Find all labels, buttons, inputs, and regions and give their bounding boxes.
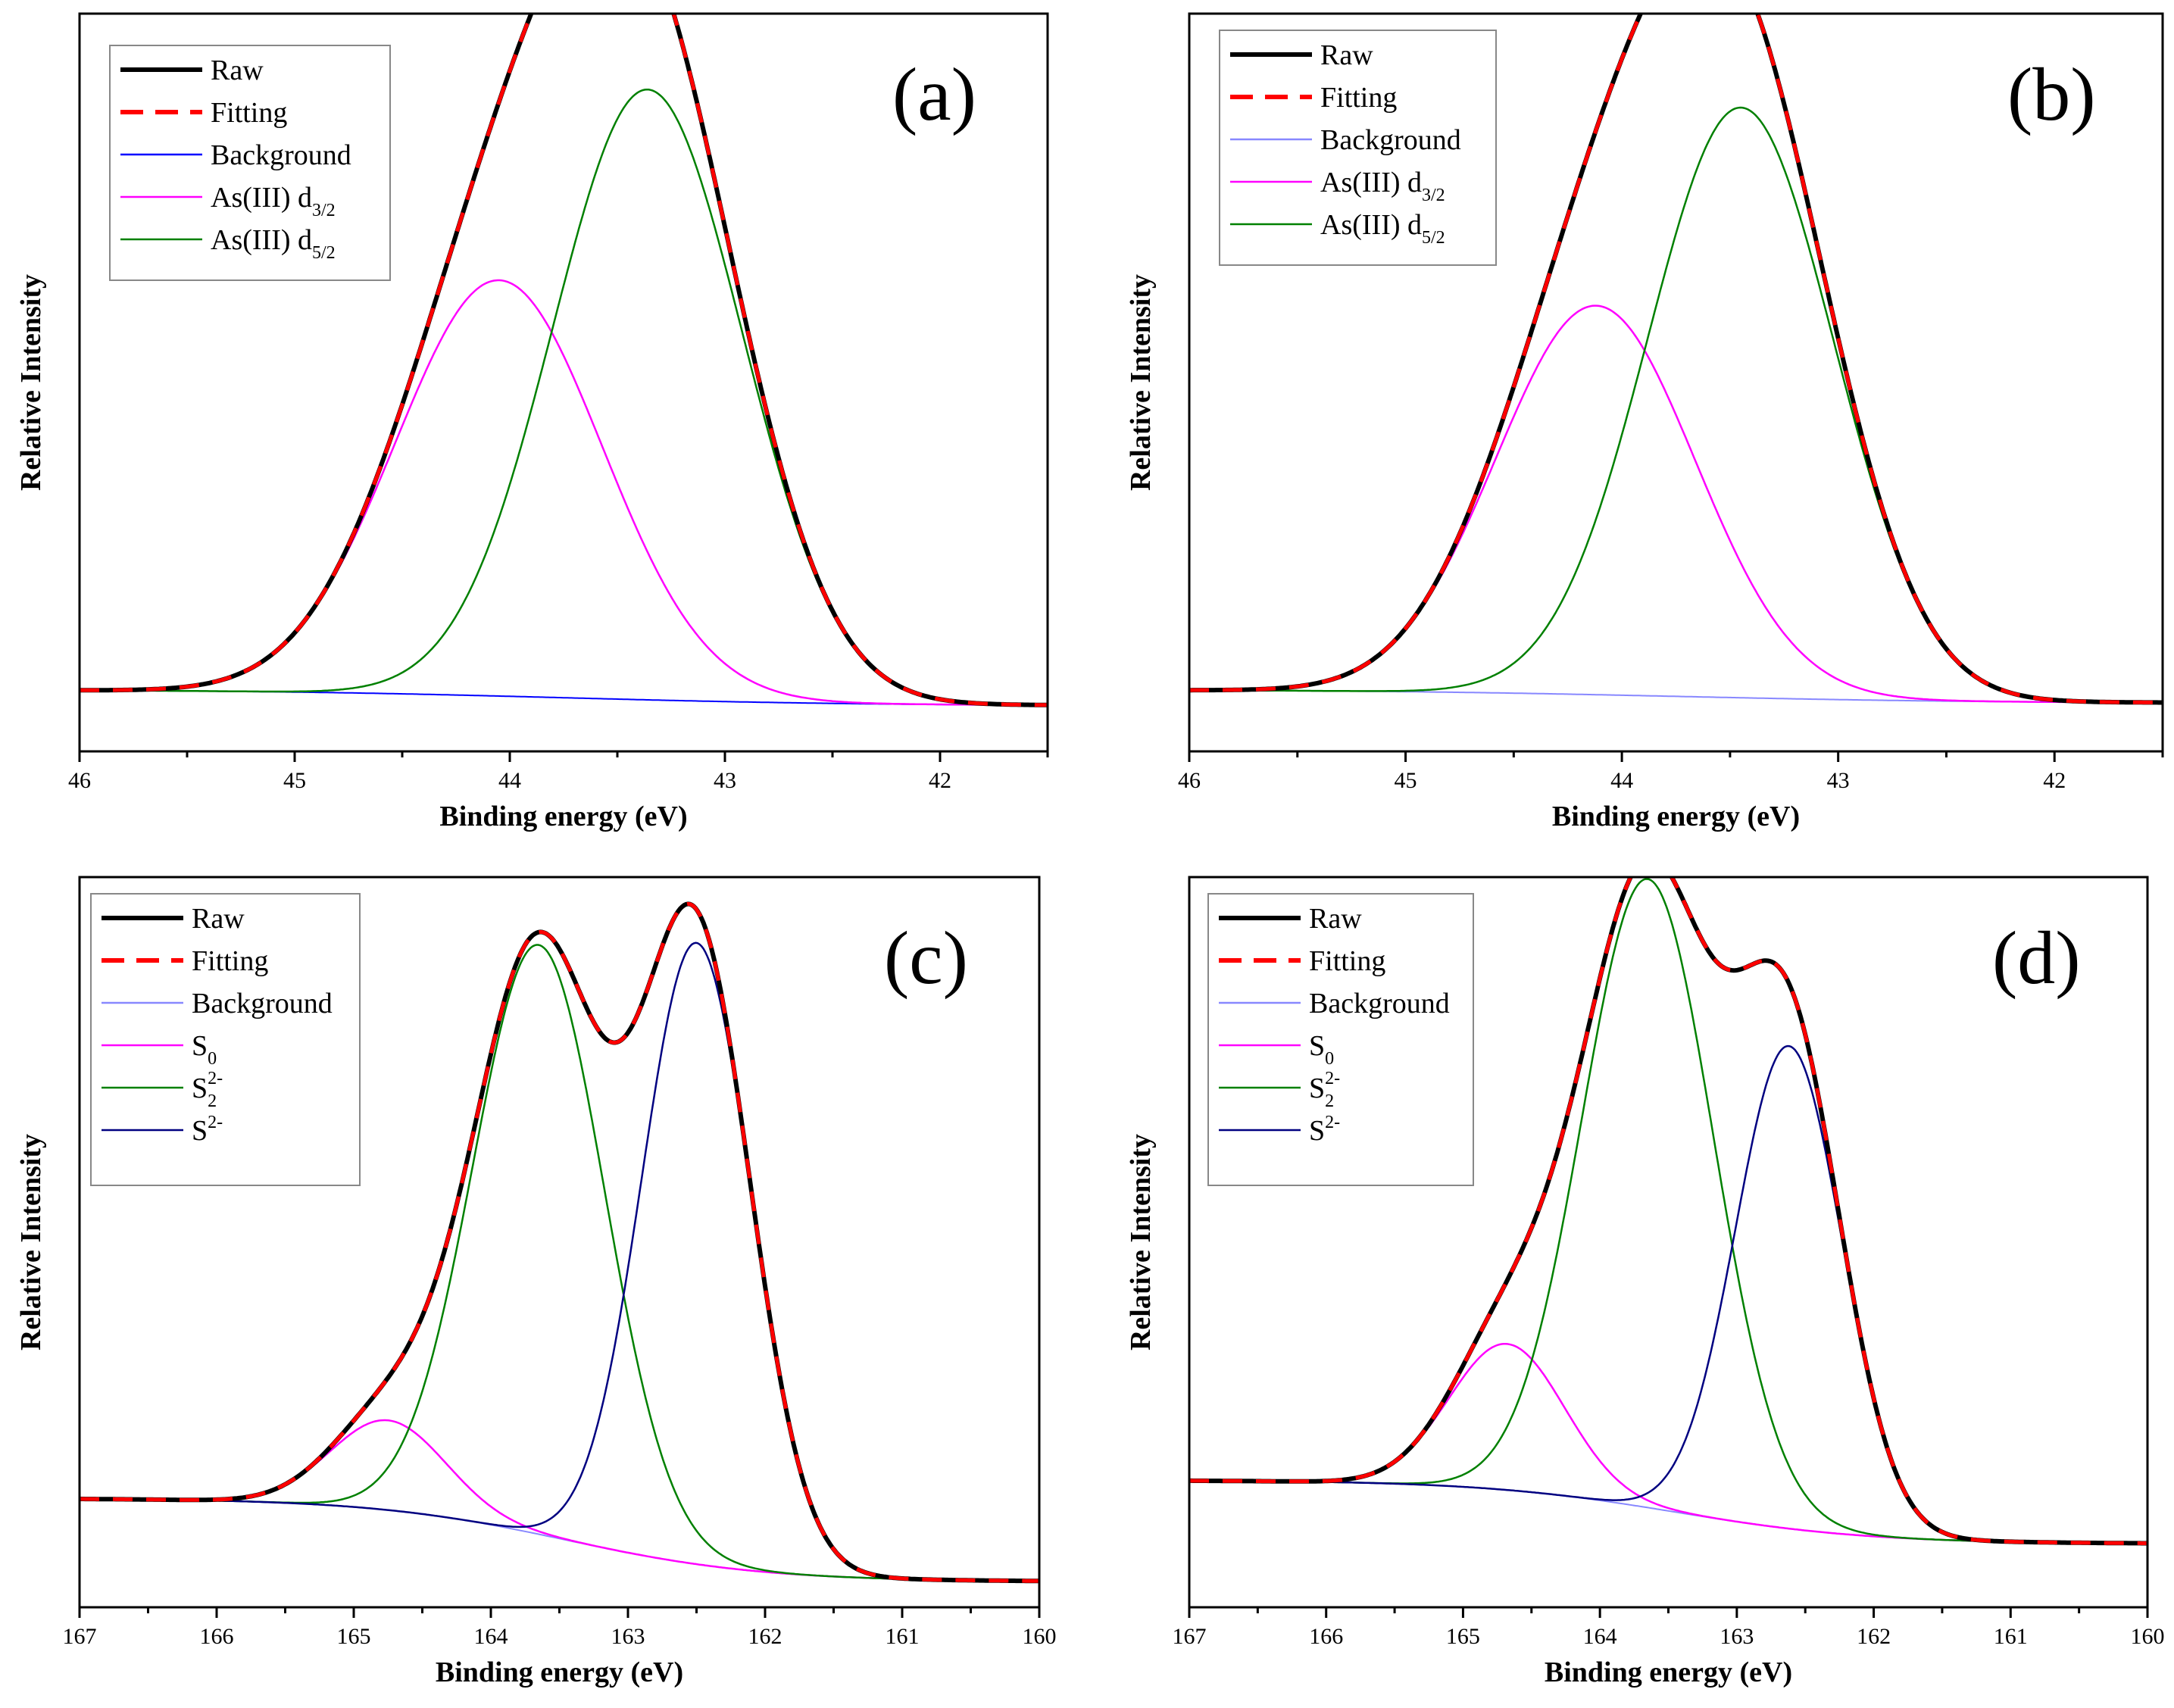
- x-tick-label: 45: [283, 768, 306, 793]
- x-tick-label: 161: [886, 1624, 920, 1649]
- legend-box: [1219, 30, 1497, 266]
- legend-label-p2: S22-: [192, 1069, 223, 1111]
- series-p1: [1189, 1342, 2147, 1544]
- series-p1: [80, 279, 1048, 707]
- axes-frame: [78, 12, 1049, 753]
- x-tick-label: 43: [1827, 768, 1850, 793]
- series-background: [80, 689, 1048, 706]
- y-axis-title: Relative Intensity: [1125, 274, 1157, 491]
- legend-label-p2: S22-: [1309, 1069, 1340, 1111]
- x-tick-label: 162: [748, 1624, 782, 1649]
- legend: Raw Fitting Background As(III) d3/2 As(III)…: [109, 45, 391, 281]
- panel-c: 167 166 165 164 163 162 161 160 Binding energy (…: [15, 876, 1057, 1688]
- x-axis-title: Binding energy (eV): [436, 1656, 683, 1688]
- legend-box: [1207, 893, 1474, 1186]
- y-axis-title: Relative Intensity: [15, 1134, 47, 1350]
- legend-label-p1: S0: [192, 1030, 217, 1069]
- x-tick-label: 165: [1446, 1624, 1480, 1649]
- x-axis-title: Binding energy (eV): [1552, 801, 1800, 832]
- x-tick-label: 42: [2043, 768, 2066, 793]
- plot-area: [80, 14, 1048, 707]
- x-tick-label: 163: [1720, 1624, 1754, 1649]
- legend-label-bg: Background: [1320, 124, 1461, 156]
- series-background: [1189, 1479, 2147, 1544]
- panel-a: 46 45 44 43 42 Binding energy (eV) Relative In…: [15, 12, 1049, 832]
- plot-area: [1189, 14, 2163, 705]
- x-tick-label: 46: [68, 768, 91, 793]
- panel-label: (b): [2007, 52, 2096, 136]
- x-tick-label: 166: [200, 1624, 234, 1649]
- legend-label-raw: Raw: [192, 903, 245, 935]
- x-tick-label: 44: [1610, 768, 1633, 793]
- x-tick-label: 160: [1023, 1624, 1057, 1649]
- legend-box: [90, 893, 361, 1186]
- legend-label-raw: Raw: [211, 55, 264, 86]
- legend-label-p3: S2-: [1309, 1113, 1340, 1147]
- legend-label-raw: Raw: [1309, 903, 1362, 935]
- series-fitting: [80, 14, 1048, 707]
- x-tick-label: 163: [611, 1624, 645, 1649]
- series-p1: [1189, 304, 2163, 704]
- x-tick-label: 164: [474, 1624, 508, 1649]
- legend-label-fit: Fitting: [211, 97, 287, 129]
- y-axis-title: Relative Intensity: [1125, 1134, 1157, 1350]
- legend-label-fit: Fitting: [192, 945, 268, 977]
- x-tick-label: 164: [1583, 1624, 1617, 1649]
- legend-label-p3: S2-: [192, 1113, 223, 1147]
- legend-label-p1: S0: [1309, 1030, 1334, 1069]
- legend-label-p1: As(III) d3/2: [211, 182, 336, 220]
- x-tick-label: 160: [2131, 1624, 2165, 1649]
- x-tick-label: 167: [1173, 1624, 1207, 1649]
- legend: Raw Fitting Background As(III) d3/2 As(III)…: [1219, 30, 1497, 266]
- legend-label-raw: Raw: [1320, 39, 1373, 71]
- series-raw: [1189, 14, 2163, 705]
- series-raw: [80, 901, 1039, 1584]
- panel-label: (d): [1992, 916, 2081, 1000]
- x-tick-label: 165: [337, 1624, 371, 1649]
- legend-label-bg: Background: [1309, 988, 1450, 1019]
- x-tick-label: 42: [929, 768, 951, 793]
- legend-box: [109, 45, 391, 281]
- plot-area: [80, 901, 1039, 1584]
- x-tick-label: 43: [714, 768, 736, 793]
- panel-label: (c): [884, 916, 968, 1000]
- panel-d: 167 166 165 164 163 162 161 160 Binding energy (…: [1125, 876, 2165, 1688]
- legend-label-p2: As(III) d5/2: [1320, 209, 1445, 248]
- x-tick-label: 45: [1395, 768, 1417, 793]
- series-fitting: [1189, 877, 2147, 1545]
- plot-area: [1189, 877, 2147, 1546]
- legend-label-bg: Background: [192, 988, 333, 1019]
- legend-label-p1: As(III) d3/2: [1320, 167, 1445, 205]
- x-axis-title: Binding energy (eV): [439, 801, 687, 832]
- x-tick-label: 161: [1994, 1624, 2028, 1649]
- legend-label-fit: Fitting: [1309, 945, 1385, 977]
- x-axis-title: Binding energy (eV): [1545, 1656, 1792, 1688]
- panel-label: (a): [892, 52, 976, 136]
- x-tick-label: 44: [498, 768, 521, 793]
- y-axis-title: Relative Intensity: [15, 274, 47, 491]
- axes-frame: [1188, 12, 2164, 753]
- x-tick-label: 46: [1178, 768, 1201, 793]
- x-tick-label: 167: [63, 1624, 97, 1649]
- legend-label-bg: Background: [211, 139, 351, 171]
- x-tick-label: 162: [1857, 1624, 1891, 1649]
- legend-label-fit: Fitting: [1320, 82, 1397, 114]
- legend-label-p2: As(III) d5/2: [211, 224, 336, 263]
- panel-b: 46 45 44 43 42 Binding energy (eV) Relative In…: [1125, 12, 2164, 832]
- x-tick-label: 166: [1309, 1624, 1343, 1649]
